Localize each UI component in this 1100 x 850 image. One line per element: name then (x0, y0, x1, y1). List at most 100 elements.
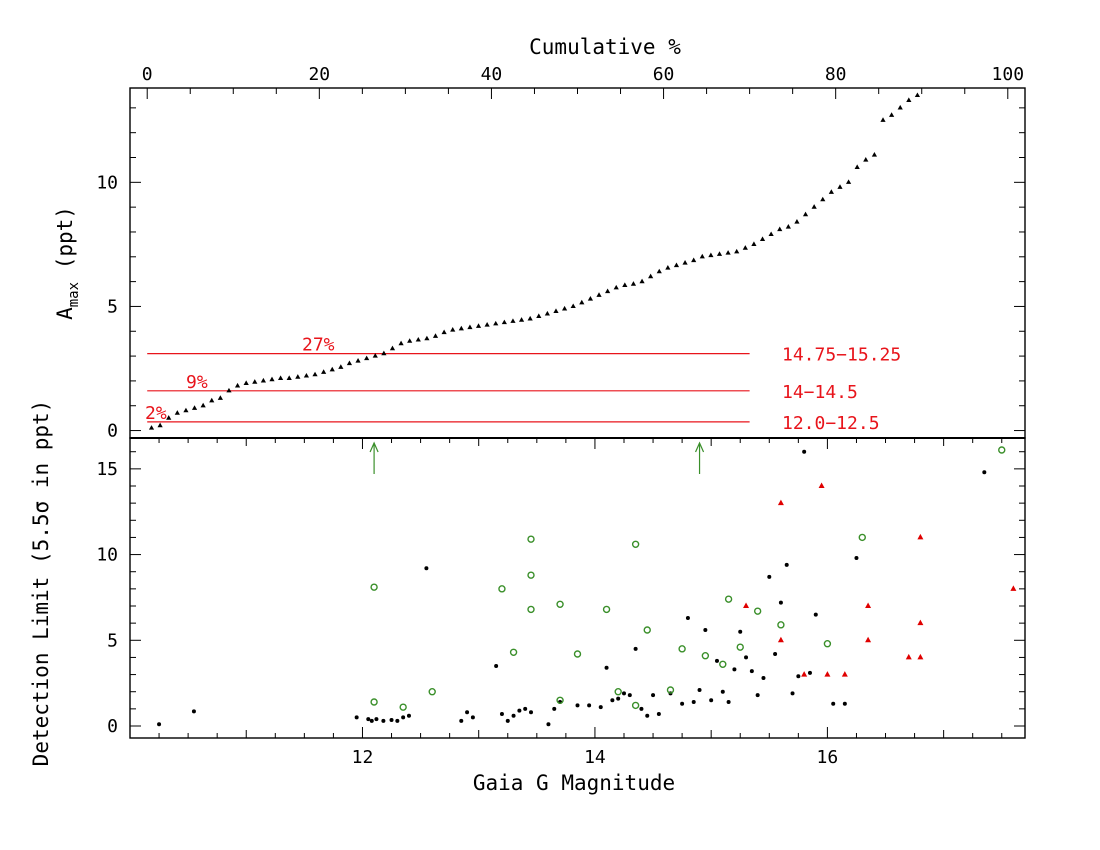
black-dot (395, 718, 400, 723)
amax-point (845, 179, 852, 184)
black-dot (424, 566, 429, 571)
black-dot (778, 600, 783, 605)
reference-pct-label: 9% (186, 372, 208, 393)
amax-point (906, 97, 912, 103)
green-open-circle (527, 605, 535, 614)
reference-pct-label: 27% (302, 335, 335, 356)
green-open-circle (724, 595, 733, 603)
red-triangle (743, 602, 750, 608)
amax-point (708, 252, 714, 258)
reference-range-label: 14−14.5 (782, 382, 858, 403)
amax-point (269, 376, 275, 382)
amax-point (329, 366, 335, 372)
amax-point (561, 305, 568, 311)
black-dot (459, 718, 464, 723)
amax-point (837, 184, 843, 189)
red-triangle (824, 671, 831, 677)
green-open-circle (678, 645, 686, 653)
black-dot (691, 700, 696, 704)
green-open-circle (823, 640, 832, 648)
black-dot (529, 710, 534, 715)
black-dot (749, 669, 754, 674)
black-dot (354, 715, 359, 720)
black-dot (621, 691, 626, 696)
black-dot (546, 722, 551, 727)
black-dot (802, 449, 807, 454)
black-dot (511, 713, 516, 718)
green-open-circle (556, 600, 564, 608)
amax-point (751, 241, 757, 246)
black-dot (470, 715, 475, 720)
green-open-circle (736, 643, 744, 651)
red-triangle (917, 533, 924, 540)
black-dot (505, 718, 510, 723)
amax-point (742, 245, 748, 250)
black-dot (157, 722, 162, 727)
amax-point (863, 156, 869, 162)
amax-point (665, 264, 671, 270)
amax-point (544, 310, 550, 316)
amax-point (914, 92, 921, 98)
amax-point (518, 317, 525, 322)
black-dot (732, 667, 737, 672)
amax-point (716, 251, 723, 256)
amax-point (579, 299, 585, 305)
amax-point (527, 315, 533, 321)
black-dot (738, 629, 743, 634)
amax-point (630, 281, 637, 286)
amax-point (570, 303, 576, 309)
bottom-x-axis-label: Gaia G Magnitude (473, 771, 675, 795)
amax-point (312, 371, 318, 377)
amax-point (415, 336, 421, 342)
amax-point (802, 211, 809, 217)
green-open-circle (858, 533, 866, 542)
amax-point (174, 410, 180, 415)
top-panel-ticks: 0 20 40 60 80 100 0 5 10 (96, 64, 1025, 442)
amax-point (364, 355, 370, 361)
black-dot (191, 709, 196, 714)
green-open-circle (719, 660, 727, 668)
amax-point (484, 322, 490, 327)
top-tick-label: 0 (142, 64, 153, 85)
green-open-circle (777, 621, 785, 629)
amax-point (260, 377, 266, 383)
green-open-circle (643, 626, 651, 634)
green-open-circle (370, 583, 378, 591)
amax-point (820, 196, 826, 202)
black-dot (616, 696, 621, 701)
black-dot (381, 718, 386, 723)
black-dot (366, 717, 371, 722)
green-open-circle (370, 698, 378, 706)
reference-range-label: 12.0−12.5 (782, 413, 880, 434)
green-open-circle (631, 540, 640, 548)
black-dot (703, 628, 708, 632)
amax-point (234, 382, 241, 388)
black-dot (517, 708, 522, 713)
green-open-circle (509, 648, 518, 656)
amax-point (828, 189, 834, 194)
green-open-circle (602, 605, 611, 614)
top-y-label-suffix: (ppt) (53, 206, 77, 282)
amax-point (157, 422, 163, 428)
top-y-label-main: A (53, 307, 77, 320)
green-open-circle (428, 688, 436, 696)
red-triangle (905, 653, 912, 660)
bottom-y-axis-label: Detection Limit (5.5σ in ppt) (29, 400, 53, 767)
top-ytick-label: 5 (107, 296, 118, 317)
black-dot (651, 693, 656, 698)
black-dot (523, 706, 528, 711)
black-dot (720, 689, 725, 694)
reference-pct-label: 2% (145, 403, 167, 424)
reference-range-label: 14.75−15.25 (782, 345, 901, 366)
black-dot (369, 718, 374, 723)
black-dot (697, 688, 702, 692)
amax-series (148, 92, 921, 430)
amax-point (785, 224, 791, 229)
amax-point (725, 250, 731, 255)
amax-point (656, 268, 662, 274)
black-dot (639, 706, 644, 711)
red-triangle (801, 671, 808, 677)
black-dot (831, 701, 836, 706)
bottom-ytick-label: 10 (96, 545, 118, 566)
amax-point (338, 364, 344, 369)
